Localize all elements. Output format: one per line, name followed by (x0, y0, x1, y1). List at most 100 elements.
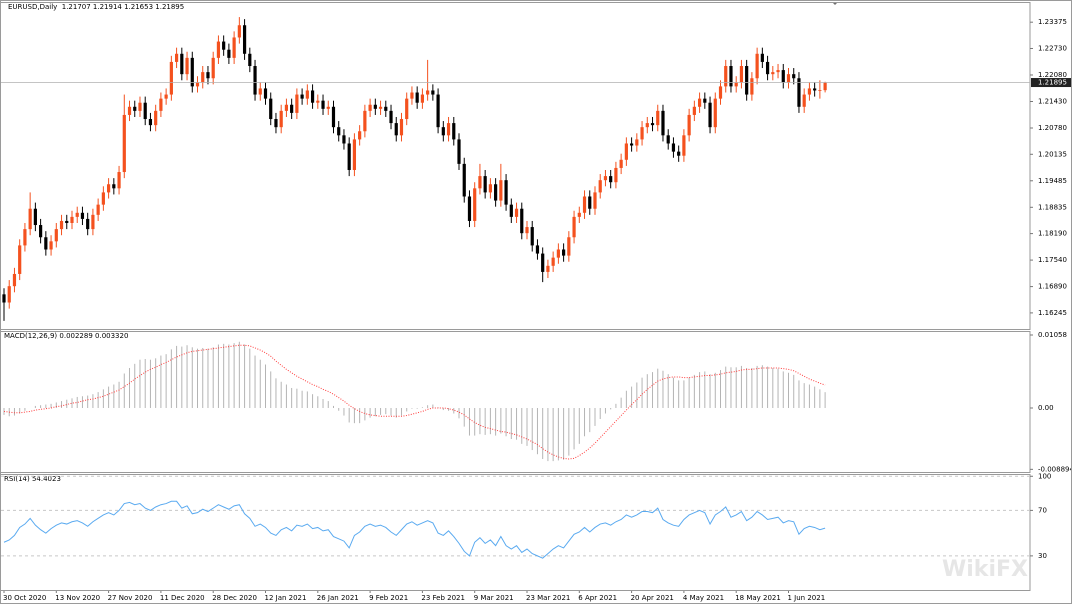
candle-body (133, 106, 137, 111)
candle-body (211, 57, 215, 79)
watermark: WikiFX (942, 557, 1028, 582)
candle-body (378, 106, 383, 109)
y-tick-label: 70 (1038, 506, 1047, 514)
candle-body (180, 53, 184, 75)
candle-body (703, 98, 707, 103)
y-tick-label: 1.20780 (1038, 124, 1067, 132)
x-tick-label: 28 Dec 2020 (212, 594, 257, 602)
candle-body (462, 163, 466, 197)
candle-body (745, 66, 749, 95)
candle-body (582, 196, 587, 213)
x-tick-label: 13 Nov 2020 (55, 594, 100, 602)
x-tick-label: 23 Mar 2021 (526, 594, 570, 602)
candle-body (645, 123, 649, 128)
candle-body (65, 220, 69, 223)
candle-body (436, 94, 440, 128)
candle-body (80, 212, 85, 219)
candle-body (593, 192, 597, 209)
candle-body (818, 90, 822, 91)
candle-body (410, 92, 414, 99)
candle-body (373, 104, 377, 109)
candle-body (107, 184, 111, 193)
candle-body (112, 184, 116, 189)
candle-body (441, 127, 445, 136)
candle-body (813, 88, 817, 91)
candle-body (70, 216, 74, 223)
x-tick-label: 12 Jan 2021 (265, 594, 307, 602)
candle-body (101, 192, 105, 205)
candle-body (159, 98, 163, 111)
candle-body (452, 123, 456, 140)
x-tick-label: 26 Jan 2021 (317, 594, 359, 602)
y-tick-label: 1.18835 (1038, 203, 1067, 211)
candle-body (394, 123, 398, 136)
candle-body (185, 57, 189, 75)
candle-body (201, 72, 205, 83)
rsi-title: RSI(14) 54.4023 (4, 475, 61, 483)
y-tick-label: 1.19485 (1038, 177, 1067, 185)
candle-body (420, 94, 424, 103)
candle-body (431, 90, 435, 95)
candle-body (138, 102, 142, 111)
candle-body (661, 110, 665, 136)
candle-body (755, 53, 759, 79)
candle-body (718, 86, 723, 99)
candle-body (577, 212, 581, 217)
candle-body (535, 245, 540, 254)
candle-body (248, 53, 252, 67)
candle-body (195, 82, 200, 87)
candle-body (567, 237, 571, 256)
candle-body (729, 66, 733, 87)
candle-body (33, 208, 37, 226)
candle-body (242, 25, 247, 54)
candle-body (143, 102, 147, 120)
candle-body (12, 273, 17, 287)
candle-body (54, 229, 58, 242)
candle-body (96, 204, 100, 215)
candle-body (368, 104, 372, 111)
candle-body (148, 119, 153, 126)
candle-body (488, 184, 492, 193)
candle-body (708, 102, 712, 128)
current-price-label: 1.21895 (1038, 79, 1067, 87)
candle-body (321, 100, 325, 109)
candle-body (467, 196, 472, 221)
candle-body (551, 257, 555, 266)
candle-body (284, 104, 289, 111)
y-tick-label: 1.23375 (1038, 18, 1067, 26)
candle-body (781, 70, 785, 83)
candle-body (269, 98, 273, 120)
y-tick-label: 30 (1038, 552, 1047, 560)
candle-body (337, 127, 341, 136)
candle-body (117, 172, 121, 189)
y-tick-label: 1.17540 (1038, 256, 1067, 264)
candle-body (122, 114, 126, 173)
candle-body (352, 139, 357, 170)
y-tick-label: 0.00 (1038, 404, 1054, 412)
x-tick-label: 9 Feb 2021 (369, 594, 408, 602)
candle-body (771, 72, 775, 75)
candle-body (206, 72, 210, 79)
rsi-line (3, 500, 826, 559)
candle-body (232, 37, 236, 58)
candle-body (91, 214, 95, 230)
candle-body (190, 57, 194, 87)
candle-body (750, 78, 754, 95)
candle-body (290, 104, 294, 113)
candle-body (734, 82, 738, 87)
candle-body (619, 159, 623, 168)
y-tick-label: 1.16245 (1038, 309, 1067, 317)
chart-title: EURUSD,Daily 1.21707 1.21914 1.21653 1.2… (8, 3, 184, 11)
candle-body (347, 143, 351, 170)
candle-body (237, 25, 241, 38)
x-tick-label: 23 Feb 2021 (421, 594, 465, 602)
candle-body (274, 119, 278, 128)
candle-body (164, 94, 168, 99)
candle-body (666, 135, 670, 144)
x-tick-label: 1 Jun 2021 (788, 594, 826, 602)
candle-body (687, 114, 691, 136)
candle-body (478, 176, 482, 189)
candle-body (23, 229, 27, 246)
candle-body (253, 66, 257, 95)
